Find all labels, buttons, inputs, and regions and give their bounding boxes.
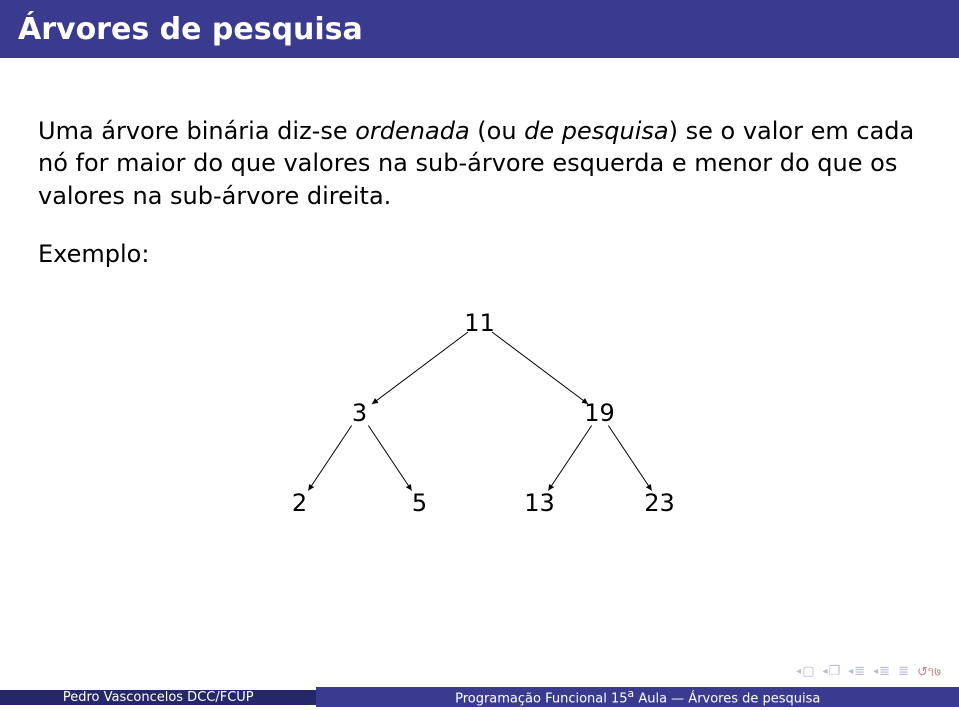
- slide-title: Árvores de pesquisa: [18, 12, 363, 47]
- tree-edge: [608, 425, 651, 490]
- tree-node-2: 2: [292, 489, 307, 517]
- tree-diagram: 11 3 19 2 5 13 23: [230, 303, 730, 533]
- footer-author: Pedro Vasconcelos DCC/FCUP: [0, 690, 316, 705]
- body-em-1: ordenada: [355, 117, 469, 145]
- footer-lecture: Programação Funcional 15a Aula — Árvores…: [316, 687, 959, 706]
- beamer-nav-icons: ◂▢ ◂❐ ◂≣ ◂≣ ≣ ↺૧७: [796, 662, 941, 680]
- footer-bar: Pedro Vasconcelos DCC/FCUP Programação F…: [0, 684, 959, 710]
- tree-node-13: 13: [524, 489, 555, 517]
- tree-edge: [368, 425, 411, 490]
- tree-edge: [492, 332, 588, 404]
- tree-edge: [308, 425, 351, 490]
- tree-node-19: 19: [584, 399, 615, 427]
- nav-outline-icon[interactable]: ≣: [898, 664, 909, 679]
- footer-lecture-prefix: Programação Funcional 15: [455, 692, 627, 707]
- body-paragraph: Uma árvore binária diz-se ordenada (ou d…: [38, 115, 921, 212]
- tree-edge: [548, 425, 591, 490]
- nav-prev-slide-icon[interactable]: ◂▢: [796, 664, 814, 679]
- tree-node-3: 3: [352, 399, 367, 427]
- nav-next-section-icon[interactable]: ◂≣: [873, 664, 890, 679]
- title-bar: Árvores de pesquisa: [0, 0, 959, 58]
- tree-node-11: 11: [464, 309, 495, 337]
- example-label: Exemplo:: [38, 238, 921, 270]
- tree-node-5: 5: [412, 489, 427, 517]
- nav-prev-section-icon[interactable]: ◂≣: [848, 664, 865, 679]
- slide-body: Uma árvore binária diz-se ordenada (ou d…: [38, 115, 921, 533]
- body-text-1: Uma árvore binária diz-se: [38, 117, 355, 145]
- body-em-2: de pesquisa: [524, 117, 668, 145]
- footer-lecture-suffix: Aula — Árvores de pesquisa: [634, 692, 820, 707]
- nav-back-icon[interactable]: ↺૧७: [917, 662, 941, 680]
- body-text-2: (ou: [470, 117, 525, 145]
- tree-edge: [372, 332, 468, 404]
- tree-node-23: 23: [644, 489, 675, 517]
- nav-next-slide-icon[interactable]: ◂❐: [823, 664, 841, 679]
